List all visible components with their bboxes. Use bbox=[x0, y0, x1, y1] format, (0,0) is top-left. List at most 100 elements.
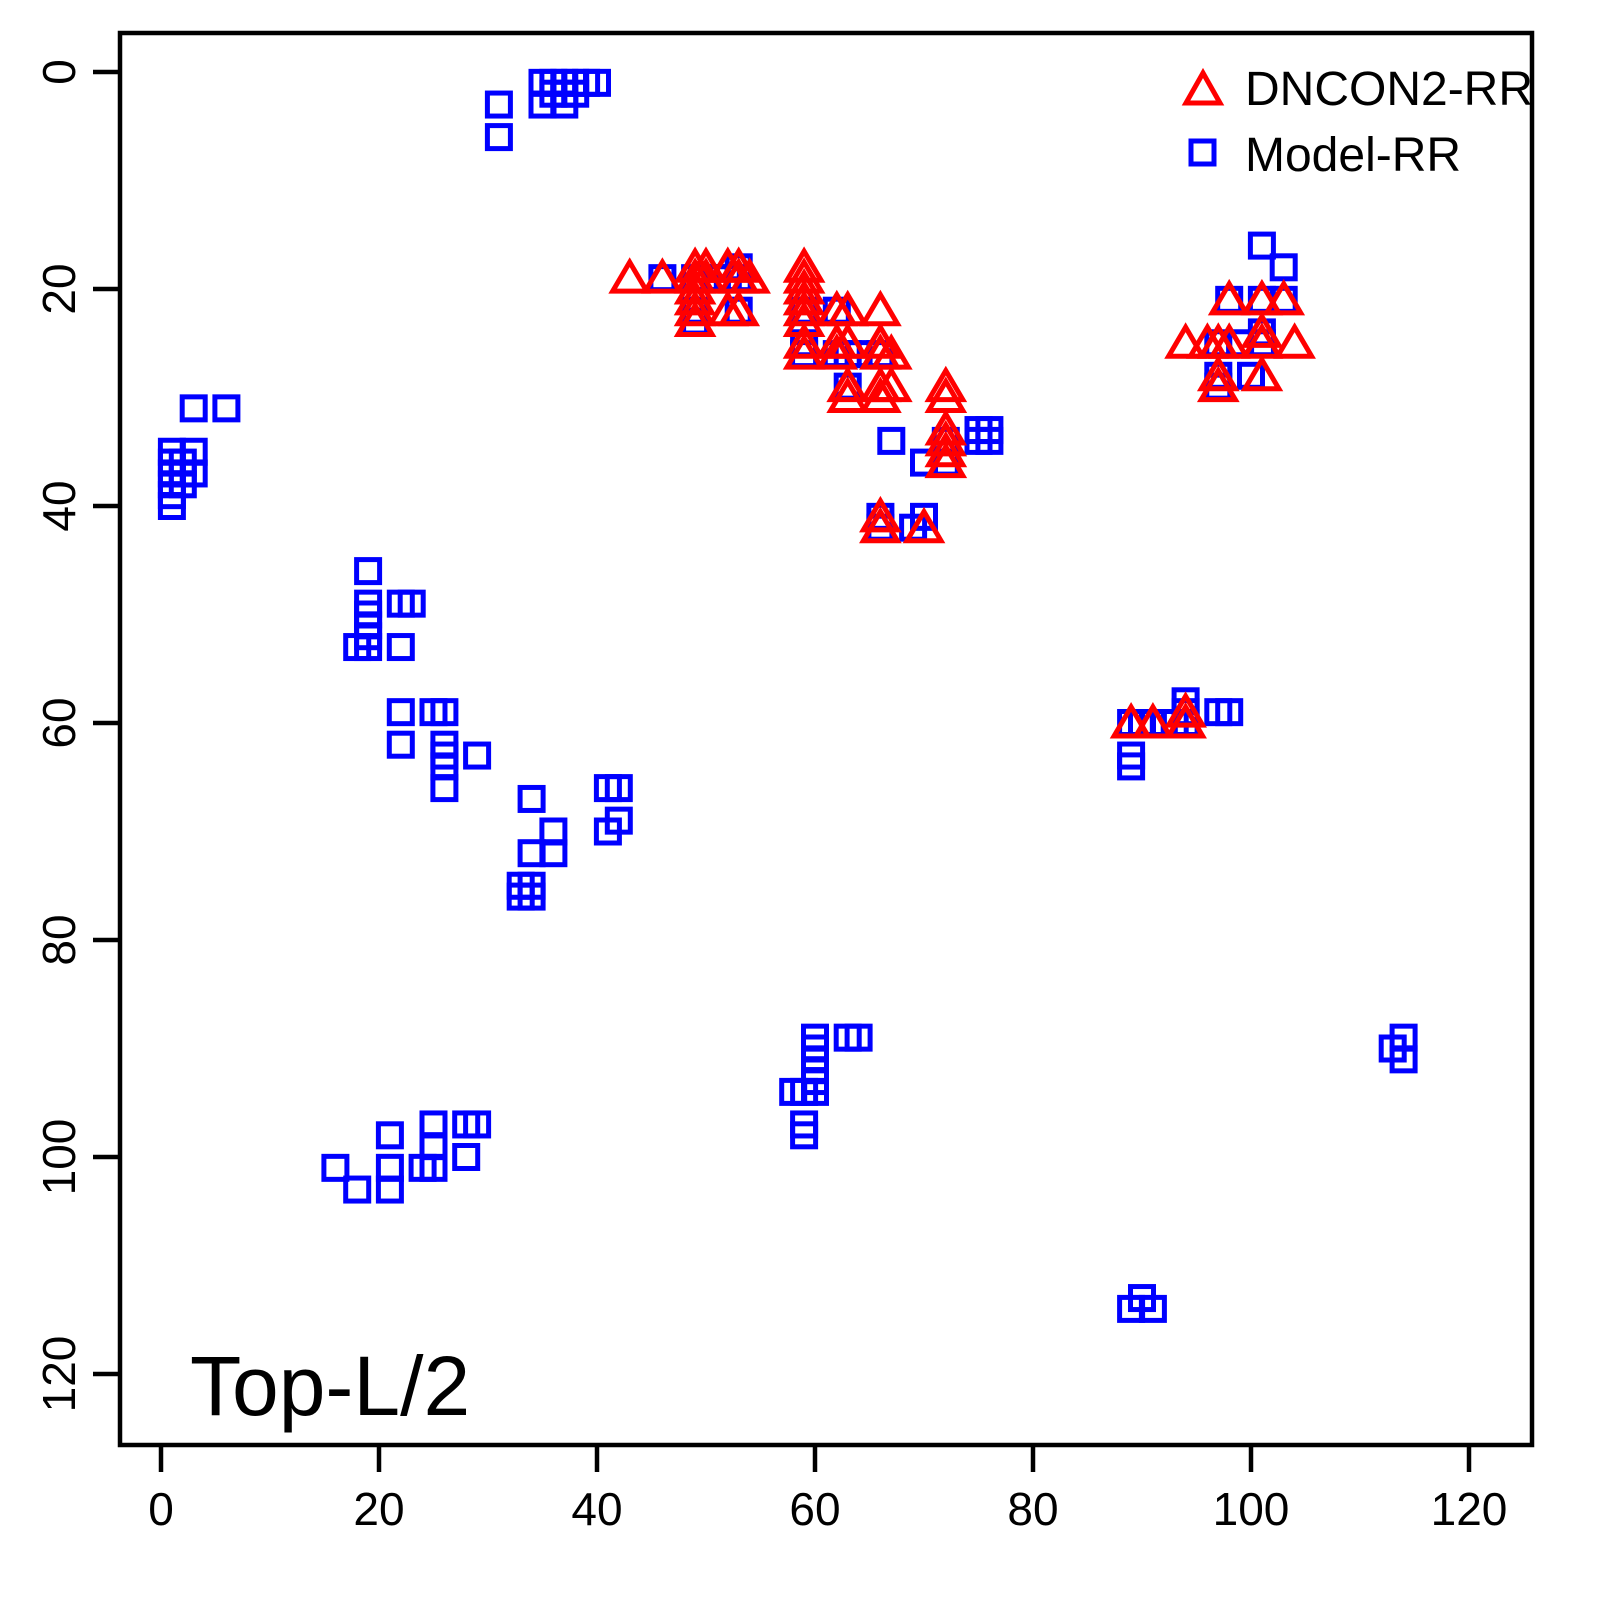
triangle-marker bbox=[1240, 354, 1284, 392]
triangle-marker bbox=[1164, 322, 1207, 359]
triangle-marker bbox=[924, 430, 968, 468]
triangle-marker bbox=[924, 419, 968, 457]
triangle-marker bbox=[1207, 278, 1251, 316]
square-marker bbox=[321, 1153, 350, 1182]
square-marker bbox=[386, 633, 415, 662]
square-marker bbox=[1215, 698, 1244, 727]
square-marker bbox=[463, 1110, 492, 1139]
square-marker bbox=[593, 817, 622, 846]
square-marker bbox=[430, 698, 459, 727]
triangle-marker bbox=[782, 333, 826, 370]
square-marker bbox=[517, 784, 546, 813]
square-marker bbox=[452, 1143, 481, 1171]
triangle-marker bbox=[728, 257, 771, 294]
legend-label-model-rr: Model-RR bbox=[1245, 129, 1461, 182]
triangle-marker bbox=[826, 376, 870, 413]
x-axis-tick-label: 100 bbox=[1213, 1483, 1290, 1535]
x-axis-tick-label: 40 bbox=[571, 1483, 622, 1535]
square-marker bbox=[212, 394, 241, 423]
square-marker bbox=[801, 1077, 829, 1106]
legend: DNCON2-RR Model-RR bbox=[1181, 63, 1533, 182]
y-axis-tick-label: 80 bbox=[33, 914, 85, 965]
triangle-marker bbox=[782, 322, 826, 359]
triangle-marker bbox=[815, 333, 859, 370]
y-axis-tick-label: 100 bbox=[33, 1119, 85, 1196]
triangle-marker bbox=[859, 376, 902, 413]
x-axis-tick-label: 20 bbox=[353, 1483, 404, 1535]
triangle-marker bbox=[924, 376, 968, 413]
triangle-marker bbox=[673, 278, 717, 316]
triangle-marker bbox=[641, 257, 684, 294]
square-marker bbox=[157, 492, 186, 520]
triangle-marker bbox=[924, 365, 968, 403]
square-marker bbox=[375, 1121, 404, 1150]
square-marker bbox=[1247, 231, 1276, 260]
square-marker bbox=[1389, 1045, 1418, 1074]
triangle-marker bbox=[859, 506, 902, 544]
triangle-marker bbox=[826, 365, 870, 403]
plot-annotation: Top-L/2 bbox=[190, 1339, 470, 1433]
y-axis-tick-label: 40 bbox=[33, 480, 85, 531]
triangle-marker bbox=[902, 506, 946, 544]
triangle-marker bbox=[924, 441, 968, 479]
y-axis-tick-label: 20 bbox=[33, 263, 85, 314]
square-marker bbox=[484, 90, 513, 119]
x-axis-tick-label: 120 bbox=[1431, 1483, 1508, 1535]
square-marker bbox=[1117, 752, 1146, 781]
square-marker bbox=[604, 774, 633, 803]
square-marker bbox=[877, 426, 906, 455]
triangle-marker bbox=[717, 289, 761, 327]
square-marker bbox=[910, 502, 938, 531]
triangle-marker bbox=[782, 278, 826, 316]
square-marker bbox=[550, 90, 579, 119]
x-axis: 0 20 40 60 80 100 120 bbox=[148, 1445, 1507, 1535]
x-axis-tick-label: 0 bbox=[148, 1483, 174, 1535]
triangle-marker bbox=[673, 300, 717, 338]
square-marker bbox=[386, 698, 415, 727]
y-axis-tick-label: 60 bbox=[33, 697, 85, 748]
y-axis: 0 20 40 60 80 100 120 bbox=[33, 59, 120, 1412]
square-marker bbox=[375, 1175, 404, 1204]
triangle-marker bbox=[1164, 702, 1207, 739]
model-rr-points bbox=[157, 68, 1418, 1323]
square-marker bbox=[484, 123, 513, 152]
legend-square-icon bbox=[1188, 138, 1217, 167]
square-marker bbox=[1138, 1294, 1167, 1323]
square-marker bbox=[397, 589, 426, 618]
triangle-marker bbox=[1131, 702, 1175, 739]
square-marker bbox=[179, 394, 208, 423]
triangle-marker bbox=[1196, 354, 1240, 392]
triangle-marker bbox=[1262, 278, 1306, 316]
square-marker bbox=[430, 774, 459, 803]
plot-border bbox=[117, 30, 1535, 1448]
dncon2-rr-points bbox=[608, 246, 1316, 739]
x-axis-tick-label: 60 bbox=[789, 1483, 840, 1535]
square-marker bbox=[844, 1023, 873, 1052]
square-marker bbox=[1269, 253, 1298, 282]
square-marker bbox=[343, 1175, 372, 1204]
triangle-marker bbox=[1207, 322, 1251, 359]
square-marker bbox=[419, 1153, 448, 1182]
square-marker bbox=[517, 882, 546, 911]
triangle-marker bbox=[1164, 691, 1207, 728]
square-marker bbox=[463, 741, 492, 770]
y-axis-tick-label: 0 bbox=[33, 59, 85, 85]
triangle-marker bbox=[608, 257, 652, 294]
legend-label-dncon2-rr: DNCON2-RR bbox=[1245, 63, 1533, 116]
legend-triangle-icon bbox=[1181, 67, 1225, 106]
square-marker bbox=[539, 839, 568, 868]
square-marker bbox=[975, 426, 1004, 455]
triangle-marker bbox=[859, 289, 902, 327]
triangle-marker bbox=[1196, 365, 1240, 403]
square-marker bbox=[790, 1121, 819, 1150]
triangle-marker bbox=[859, 495, 902, 533]
triangle-marker bbox=[1109, 702, 1153, 739]
triangle-marker bbox=[1240, 311, 1284, 348]
triangle-marker bbox=[673, 289, 717, 327]
square-marker bbox=[386, 730, 415, 759]
triangle-marker bbox=[1273, 322, 1316, 359]
square-marker bbox=[354, 557, 383, 586]
x-axis-tick-label: 80 bbox=[1007, 1483, 1058, 1535]
